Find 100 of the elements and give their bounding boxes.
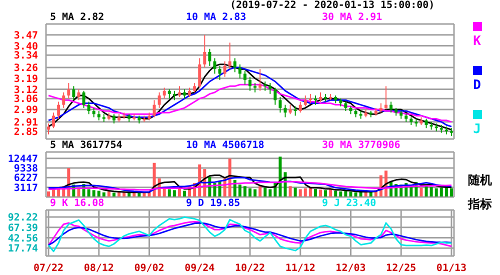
candlestick	[52, 112, 56, 129]
candlestick	[57, 101, 60, 120]
x-tick-label: 10/22	[234, 263, 266, 274]
x-tick-label: 09/02	[134, 263, 164, 274]
text: 9 K 16.08	[50, 198, 104, 210]
text: 5 MA 3617754	[50, 140, 122, 152]
bar	[243, 186, 246, 197]
y-tick-label: 42.56	[8, 233, 38, 244]
bar	[344, 191, 348, 197]
candlestick	[82, 90, 86, 108]
x-tick-label: 12/03	[336, 263, 366, 274]
candlestick	[203, 34, 206, 68]
candlestick	[258, 68, 262, 92]
bar	[450, 188, 453, 197]
candlestick	[284, 104, 287, 118]
candlestick	[314, 94, 317, 106]
text: 30 MA 3770906	[322, 140, 400, 152]
candlestick	[344, 101, 348, 112]
text: D	[473, 78, 481, 93]
candlestick	[87, 101, 90, 115]
candlestick	[233, 58, 236, 73]
bar	[248, 188, 252, 197]
y-tick-label: 3.26	[14, 63, 38, 74]
candlestick	[223, 60, 226, 78]
candlestick	[228, 42, 232, 70]
y-tick-label: 92.22	[8, 212, 38, 224]
candlestick	[67, 82, 70, 100]
candlestick	[152, 100, 156, 118]
y-tick-label: 67.39	[8, 222, 38, 234]
candlestick	[213, 58, 216, 74]
candlestick	[188, 87, 192, 98]
bar	[319, 190, 322, 197]
text: 10 MA 2.83	[186, 12, 246, 24]
bar	[107, 191, 110, 197]
y-tick-label: 12447	[8, 154, 38, 165]
text: 30 MA 2.91	[322, 12, 382, 24]
y-tick-label: 6227	[14, 173, 38, 184]
candlestick	[268, 82, 272, 94]
text: J	[473, 122, 481, 137]
x-tick-label: 07/22	[33, 263, 64, 274]
y-tick-label: 3117	[14, 182, 38, 194]
candlestick	[162, 87, 166, 100]
y-tick-label: 3.34	[14, 50, 38, 62]
candlestick	[254, 82, 257, 93]
bar	[349, 192, 352, 197]
x-tick-label: 11/12	[285, 263, 316, 274]
candlestick	[424, 118, 428, 129]
bar	[430, 187, 433, 197]
bar	[278, 156, 282, 197]
bar	[420, 188, 423, 197]
y-tick-label: 9338	[14, 164, 38, 175]
bar	[168, 189, 171, 197]
candlestick	[72, 86, 76, 101]
bar	[339, 191, 342, 197]
candlestick	[97, 110, 100, 121]
candlestick	[198, 58, 202, 88]
candlestick	[298, 101, 302, 114]
candlestick	[294, 106, 297, 116]
candlestick	[308, 93, 312, 104]
candlestick	[47, 122, 50, 135]
y-tick-label: 3.47	[14, 30, 38, 42]
bar	[264, 188, 267, 197]
bar	[434, 188, 438, 197]
bar	[112, 192, 116, 197]
series-label: 9 J 23.40	[322, 198, 376, 210]
bar	[172, 190, 176, 197]
bar	[314, 188, 317, 197]
candlestick	[172, 90, 176, 101]
x-tick-label: 09/24	[184, 263, 215, 274]
bar	[324, 190, 328, 197]
bar	[294, 188, 297, 197]
candlestick	[384, 86, 388, 110]
text: K	[473, 34, 481, 49]
line-series	[48, 216, 452, 252]
candlestick	[238, 64, 242, 79]
candlestick	[319, 92, 322, 102]
bar	[238, 184, 242, 197]
text: 随机指标	[468, 173, 492, 211]
line-series	[48, 181, 452, 191]
text: 5 MA 2.82	[50, 12, 104, 24]
candlestick	[62, 92, 66, 108]
candlestick	[274, 87, 277, 106]
candlestick	[288, 104, 292, 115]
bar	[92, 190, 96, 197]
y-tick-label: 3.06	[14, 94, 38, 106]
y-tick-label: 3.12	[14, 84, 38, 96]
candlestick	[218, 65, 222, 80]
chart-title: (2019-07-22 - 2020-01-13 15:00:00)	[230, 0, 435, 12]
x-tick-label: 08/12	[84, 263, 114, 274]
bar	[440, 188, 443, 197]
bar	[298, 189, 302, 197]
bar	[304, 188, 307, 197]
candlestick	[248, 76, 252, 92]
candlestick	[278, 96, 282, 114]
bar	[47, 191, 50, 197]
bar	[87, 189, 90, 197]
candlestick	[178, 86, 181, 98]
y-tick-label: 17.74	[8, 244, 38, 255]
candlestick	[193, 82, 196, 93]
text: 10 MA 4506718	[186, 140, 264, 152]
